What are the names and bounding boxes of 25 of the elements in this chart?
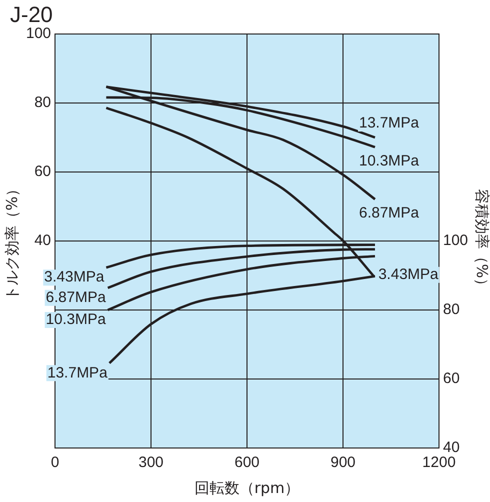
series-label: 13.7MPa: [47, 364, 108, 382]
series-label: 13.7MPa: [358, 114, 420, 132]
x-tick-label: 1200: [422, 454, 456, 472]
chart-title: J-20: [10, 2, 53, 28]
series-label: 6.87MPa: [46, 289, 106, 306]
y-axis-title: トルク効率（%）: [2, 181, 21, 301]
y2-axis-title: 容積効率（%）: [473, 188, 490, 294]
x-tick-label: 0: [50, 454, 60, 472]
y2-tick-label: 60: [442, 370, 460, 388]
y2-tick-label: 100: [442, 232, 468, 250]
y-tick-label: 100: [26, 25, 52, 42]
y-tick-label: 60: [34, 163, 52, 180]
x-tick-label: 600: [234, 454, 260, 472]
series-label: 10.3MPa: [358, 152, 420, 170]
x-tick-label: 300: [138, 454, 164, 472]
series-label: 3.43MPa: [44, 268, 105, 286]
x-tick-label: 900: [330, 454, 356, 472]
y2-tick-label: 80: [442, 301, 460, 318]
series-label: 6.87MPa: [358, 204, 420, 222]
y2-tick-label: 40: [442, 439, 460, 456]
series-label: 10.3MPa: [46, 311, 106, 328]
y-tick-label: 40: [34, 232, 52, 250]
series-label: 3.43MPa: [378, 266, 440, 284]
x-axis-title: 回転数（rpm）: [194, 478, 300, 497]
y-tick-label: 80: [34, 94, 52, 112]
